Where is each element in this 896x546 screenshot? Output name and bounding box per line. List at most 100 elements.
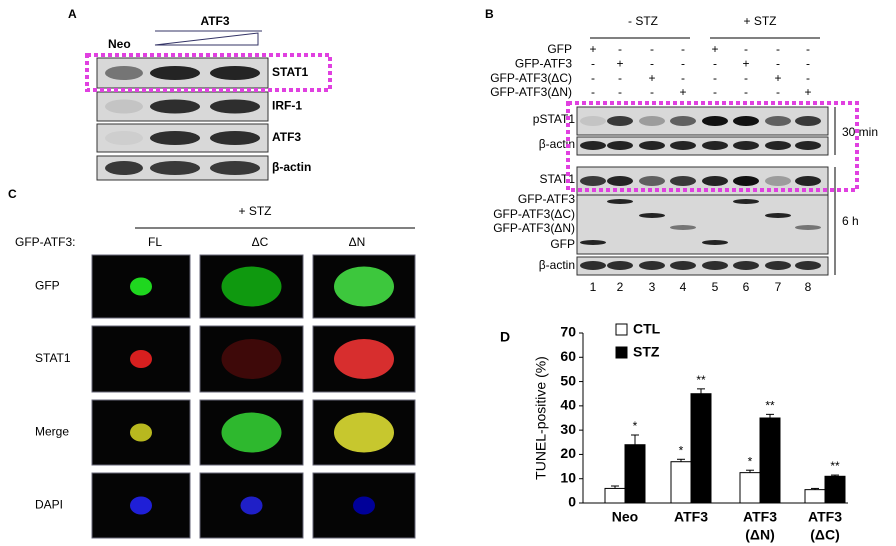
lane-number: 4 (680, 280, 687, 294)
blot (576, 194, 829, 255)
lane-number: 5 (712, 280, 719, 294)
blot-band (150, 161, 200, 175)
bar (624, 444, 646, 504)
lane-number: 2 (617, 280, 624, 294)
sign: - (650, 85, 654, 99)
cell (353, 496, 375, 515)
blot-band (795, 261, 821, 270)
cell (334, 339, 394, 379)
blot-label: β-actin (539, 258, 575, 272)
cell (240, 496, 263, 515)
sign: - (681, 42, 685, 56)
blot-band (639, 213, 665, 218)
bar (690, 393, 712, 504)
significance: * (748, 454, 753, 468)
sign: + (616, 56, 623, 70)
cell (334, 266, 394, 307)
cell (130, 277, 152, 296)
blot-band (580, 176, 606, 186)
blot-band (702, 261, 728, 270)
legend-swatch (615, 346, 628, 359)
sign: - (744, 85, 748, 99)
y-tick-label: 70 (560, 324, 576, 340)
blot-band (733, 176, 759, 186)
sign: - (591, 85, 595, 99)
cell (221, 412, 282, 453)
row-label: DAPI (35, 498, 63, 512)
panel-letter: C (8, 187, 17, 201)
blot-band (670, 261, 696, 270)
sign: - (591, 56, 595, 70)
sign: - (618, 85, 622, 99)
blot-band (733, 261, 759, 270)
bar (804, 489, 826, 504)
blot-band (733, 141, 759, 150)
blot-band (795, 116, 821, 126)
sign: - (776, 56, 780, 70)
bar (739, 472, 761, 504)
column-label: ΔC (252, 235, 269, 249)
blot-label: pSTAT1 (533, 112, 576, 126)
significance: ** (830, 459, 840, 473)
blot-band (639, 176, 665, 186)
y-tick-label: 0 (568, 494, 576, 510)
bar (670, 461, 692, 504)
blot-label: ATF3 (272, 130, 301, 144)
blot-band (733, 116, 759, 126)
sign: - (744, 42, 748, 56)
lane-number: 8 (805, 280, 812, 294)
blot-band (765, 213, 791, 218)
row-label: STAT1 (35, 351, 71, 365)
blot-label: GFP-ATF3(ΔC) (493, 207, 575, 221)
panel-letter: A (68, 7, 77, 21)
highlight (85, 53, 332, 92)
sign: + (679, 85, 686, 99)
blot-label: β-actin (272, 160, 311, 174)
sign: - (713, 85, 717, 99)
blot-band (702, 116, 728, 126)
blot-band (105, 66, 143, 80)
bar (604, 487, 626, 504)
sign: - (806, 56, 810, 70)
blot-label: β-actin (539, 137, 575, 151)
lane-number: 3 (649, 280, 656, 294)
cell (221, 339, 282, 379)
cell (334, 412, 394, 453)
blot-band (210, 161, 260, 175)
time-label: 30 min (842, 125, 878, 139)
y-tick-label: 20 (560, 445, 576, 461)
sign: - (776, 42, 780, 56)
cell (130, 423, 152, 442)
blot-band (765, 116, 791, 126)
sign: - (618, 42, 622, 56)
construct-label: GFP-ATF3 (515, 56, 572, 70)
blot-band (795, 176, 821, 186)
blot-label: IRF-1 (272, 99, 302, 113)
y-axis-label: TUNEL-positive (%) (533, 356, 549, 480)
blot-band (639, 116, 665, 126)
construct-label: GFP-ATF3(ΔN) (490, 85, 572, 99)
y-tick-label: 50 (560, 372, 576, 388)
wedge (154, 32, 259, 46)
sign: - (650, 42, 654, 56)
lane-number: 7 (775, 280, 782, 294)
sign: - (618, 71, 622, 85)
sign: - (650, 56, 654, 70)
sign: + (742, 56, 749, 70)
blot-band (210, 99, 260, 114)
panel-letter: D (500, 329, 510, 345)
x-tick-label: (ΔC) (810, 527, 840, 543)
blot-band (795, 141, 821, 150)
lane-number: 1 (590, 280, 597, 294)
sign: - (681, 71, 685, 85)
highlight (566, 101, 859, 192)
control-label: Neo (108, 37, 131, 51)
significance: * (633, 419, 638, 433)
blot-band (670, 225, 696, 230)
blot-band (702, 141, 728, 150)
blot-band (670, 116, 696, 126)
lane-number: 6 (743, 280, 750, 294)
blot-band (607, 176, 633, 186)
sign: + (804, 85, 811, 99)
x-tick-label: ATF3 (808, 509, 842, 525)
